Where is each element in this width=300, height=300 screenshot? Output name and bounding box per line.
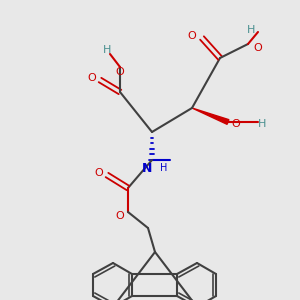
Text: H: H <box>247 25 255 35</box>
Text: H: H <box>160 163 168 173</box>
Text: H: H <box>103 45 111 55</box>
Text: O: O <box>88 73 96 83</box>
Text: N: N <box>142 161 152 175</box>
Polygon shape <box>192 108 229 124</box>
Text: O: O <box>116 67 124 77</box>
Text: O: O <box>116 211 124 221</box>
Text: H: H <box>258 119 266 129</box>
Text: O: O <box>94 168 103 178</box>
Text: O: O <box>254 43 262 53</box>
Text: O: O <box>188 31 196 41</box>
Text: O: O <box>232 119 240 129</box>
